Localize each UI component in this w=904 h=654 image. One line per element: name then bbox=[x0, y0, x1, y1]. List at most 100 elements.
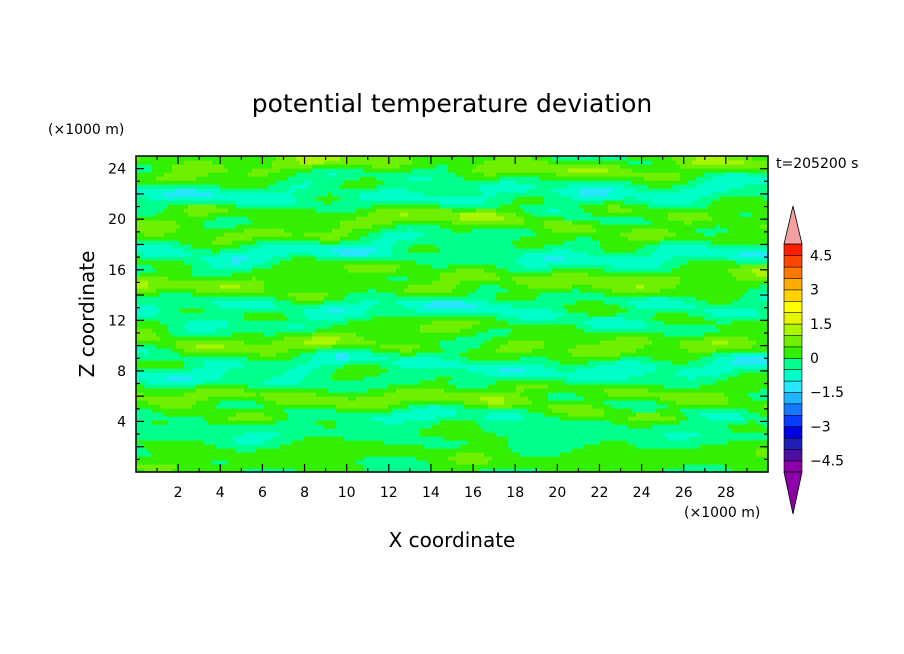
field-cell bbox=[760, 396, 765, 401]
field-cell bbox=[292, 428, 297, 433]
field-cell bbox=[520, 436, 525, 441]
field-cell bbox=[472, 348, 477, 353]
field-cell bbox=[624, 376, 629, 381]
field-cell bbox=[168, 372, 173, 377]
field-cell bbox=[712, 400, 717, 405]
field-cell bbox=[724, 360, 729, 365]
field-cell bbox=[244, 396, 249, 401]
field-cell bbox=[188, 416, 193, 421]
field-cell bbox=[240, 400, 245, 405]
field-cell bbox=[408, 372, 413, 377]
field-cell bbox=[372, 352, 377, 357]
field-cell bbox=[332, 408, 337, 413]
field-cell bbox=[136, 428, 141, 433]
field-cell bbox=[324, 356, 329, 361]
field-cell bbox=[464, 396, 469, 401]
field-cell bbox=[728, 440, 733, 445]
field-cell bbox=[536, 380, 541, 385]
field-cell bbox=[296, 444, 301, 449]
field-cell bbox=[700, 380, 705, 385]
field-cell bbox=[344, 416, 349, 421]
field-cell bbox=[180, 400, 185, 405]
field-cell bbox=[716, 360, 721, 365]
field-cell bbox=[352, 404, 357, 409]
field-cell bbox=[564, 408, 569, 413]
field-cell bbox=[508, 356, 513, 361]
field-cell bbox=[252, 444, 257, 449]
field-cell bbox=[612, 352, 617, 357]
field-cell bbox=[156, 392, 161, 397]
field-cell bbox=[276, 360, 281, 365]
field-cell bbox=[164, 344, 169, 349]
field-cell bbox=[572, 404, 577, 409]
field-cell bbox=[356, 380, 361, 385]
field-cell bbox=[220, 396, 225, 401]
field-cell bbox=[576, 348, 581, 353]
field-cell bbox=[268, 392, 273, 397]
field-cell bbox=[500, 360, 505, 365]
field-cell bbox=[456, 364, 461, 369]
field-cell bbox=[488, 416, 493, 421]
field-cell bbox=[280, 392, 285, 397]
field-cell bbox=[420, 348, 425, 353]
field-cell bbox=[312, 392, 317, 397]
field-cell bbox=[680, 432, 685, 437]
field-cell bbox=[448, 412, 453, 417]
field-cell bbox=[232, 432, 237, 437]
field-cell bbox=[648, 400, 653, 405]
field-cell bbox=[356, 364, 361, 369]
field-cell bbox=[484, 348, 489, 353]
field-cell bbox=[540, 436, 545, 441]
field-cell bbox=[388, 440, 393, 445]
field-cell bbox=[744, 388, 749, 393]
field-cell bbox=[400, 360, 405, 365]
field-cell bbox=[436, 368, 441, 373]
field-cell bbox=[648, 464, 653, 469]
field-cell bbox=[524, 400, 529, 405]
field-cell bbox=[612, 464, 617, 469]
field-cell bbox=[180, 440, 185, 445]
field-cell bbox=[456, 452, 461, 457]
field-cell bbox=[720, 436, 725, 441]
field-cell bbox=[596, 436, 601, 441]
field-cell bbox=[580, 448, 585, 453]
field-cell bbox=[544, 396, 549, 401]
field-cell bbox=[556, 392, 561, 397]
field-cell bbox=[632, 364, 637, 369]
field-cell bbox=[308, 384, 313, 389]
field-cell bbox=[260, 420, 265, 425]
field-cell bbox=[264, 384, 269, 389]
field-cell bbox=[140, 416, 145, 421]
field-cell bbox=[364, 436, 369, 441]
field-cell bbox=[180, 436, 185, 441]
field-cell bbox=[640, 464, 645, 469]
field-cell bbox=[296, 416, 301, 421]
field-cell bbox=[716, 464, 721, 469]
field-cell bbox=[628, 392, 633, 397]
field-cell bbox=[288, 444, 293, 449]
field-cell bbox=[440, 416, 445, 421]
field-cell bbox=[572, 384, 577, 389]
field-cell bbox=[304, 460, 309, 465]
field-cell bbox=[416, 408, 421, 413]
field-cell bbox=[448, 444, 453, 449]
field-cell bbox=[592, 388, 597, 393]
field-cell bbox=[176, 444, 181, 449]
field-cell bbox=[696, 468, 701, 473]
field-cell bbox=[160, 372, 165, 377]
field-cell bbox=[488, 356, 493, 361]
field-cell bbox=[552, 460, 557, 465]
field-cell bbox=[260, 460, 265, 465]
field-cell bbox=[716, 376, 721, 381]
field-cell bbox=[228, 460, 233, 465]
field-cell bbox=[652, 384, 657, 389]
field-cell bbox=[364, 352, 369, 357]
field-cell bbox=[600, 364, 605, 369]
field-cell bbox=[168, 352, 173, 357]
field-cell bbox=[240, 468, 245, 473]
field-cell bbox=[652, 396, 657, 401]
field-cell bbox=[720, 408, 725, 413]
field-cell bbox=[648, 348, 653, 353]
field-cell bbox=[524, 364, 529, 369]
field-cell bbox=[272, 456, 277, 461]
